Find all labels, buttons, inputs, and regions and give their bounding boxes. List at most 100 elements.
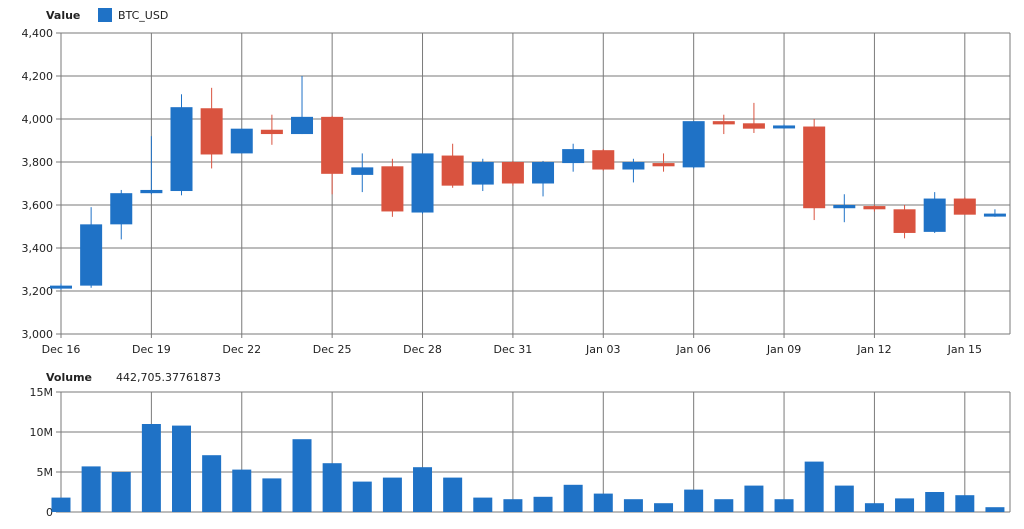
- candle: [742, 102, 765, 133]
- volume-bar: [382, 477, 402, 512]
- volume-bar: [533, 496, 553, 512]
- candle: [622, 158, 645, 183]
- price-y-tick-label: 3,400: [22, 242, 54, 255]
- candle-body: [351, 167, 374, 175]
- candle-body: [200, 108, 223, 155]
- volume-bars: [51, 424, 1005, 512]
- candle-body: [773, 125, 796, 129]
- price-y-tick-label: 4,000: [22, 113, 54, 126]
- price-x-tick-label: Dec 22: [222, 343, 261, 356]
- volume-bar: [202, 455, 222, 512]
- volume-bar: [443, 477, 463, 512]
- candle-body: [833, 205, 856, 209]
- candle-body: [712, 121, 735, 125]
- price-y-axis: 3,000 3,200 3,400 3,600 3,800 4,000 4,200 4,400: [22, 27, 61, 341]
- volume-bar: [232, 469, 252, 512]
- candle-body: [592, 150, 615, 170]
- price-x-tick-label: Dec 25: [313, 343, 352, 356]
- volume-bar: [955, 495, 975, 512]
- candle-body: [923, 198, 946, 232]
- price-legend-title: Value: [46, 9, 80, 22]
- volume-bar: [925, 492, 945, 512]
- volume-bar: [51, 497, 71, 512]
- candle: [260, 114, 283, 145]
- candle-body: [893, 209, 916, 233]
- candle: [682, 121, 705, 169]
- price-y-tick-label: 3,600: [22, 199, 54, 212]
- candle-body: [140, 189, 163, 194]
- candle-body: [562, 149, 585, 164]
- volume-bar: [262, 478, 282, 512]
- candle-body: [953, 198, 976, 215]
- candle-body: [441, 155, 464, 186]
- volume-y-tick-label: 0: [46, 506, 53, 519]
- candle: [381, 158, 404, 217]
- candle: [983, 209, 1006, 217]
- candle-body: [622, 162, 645, 170]
- volume-y-tick-label: 5M: [37, 466, 54, 479]
- candle: [50, 283, 72, 290]
- candle-body: [170, 107, 193, 192]
- candle: [351, 153, 374, 193]
- price-legend-swatch: [98, 8, 112, 22]
- candle: [532, 160, 555, 197]
- candle: [230, 128, 253, 154]
- candle-body: [291, 116, 314, 135]
- candle: [140, 136, 163, 195]
- volume-bar: [684, 489, 704, 512]
- price-x-tick-label: Dec 31: [494, 343, 533, 356]
- candle: [893, 205, 916, 239]
- volume-panel: Volume 442,705.37761873 0 5M 10M 15M: [30, 371, 1011, 519]
- candle: [110, 189, 133, 240]
- candle-body: [682, 121, 705, 168]
- volume-bar: [804, 461, 824, 512]
- volume-bar: [413, 467, 433, 512]
- price-candles: [50, 76, 1006, 290]
- candle: [923, 192, 946, 233]
- candle: [712, 114, 735, 135]
- volume-bar: [985, 507, 1005, 512]
- volume-bar: [774, 499, 794, 512]
- volume-bar: [654, 503, 674, 512]
- candle: [501, 160, 524, 186]
- candle: [80, 207, 103, 288]
- candle: [471, 158, 494, 192]
- candle-body: [742, 123, 765, 129]
- volume-bar: [141, 424, 161, 512]
- volume-bar: [834, 485, 854, 512]
- price-y-tick-label: 4,200: [22, 70, 54, 83]
- volume-bar: [503, 499, 523, 512]
- volume-legend-title: Volume: [46, 371, 92, 384]
- candle: [200, 87, 223, 169]
- candle-body: [50, 285, 72, 289]
- candle: [863, 205, 886, 212]
- volume-bar: [864, 503, 884, 512]
- candle: [652, 153, 675, 172]
- volume-y-tick-label: 15M: [30, 386, 54, 399]
- candle: [291, 76, 314, 135]
- price-x-tick-label: Dec 28: [403, 343, 442, 356]
- candle-body: [803, 126, 826, 209]
- volume-bar: [322, 463, 342, 512]
- candle-body: [260, 129, 283, 135]
- price-grid: [60, 32, 1011, 338]
- candle: [321, 115, 344, 195]
- candle-body: [381, 166, 404, 212]
- candle: [441, 143, 464, 188]
- price-x-tick-label: Jan 12: [856, 343, 891, 356]
- candle-body: [110, 193, 133, 225]
- volume-bar: [623, 499, 643, 512]
- volume-bar: [172, 425, 192, 512]
- candle-body: [863, 206, 886, 210]
- volume-bar: [895, 498, 915, 512]
- price-y-tick-label: 3,200: [22, 285, 54, 298]
- volume-legend-value: 442,705.37761873: [116, 371, 221, 384]
- candle-body: [501, 162, 524, 184]
- candle-body: [411, 153, 434, 213]
- price-x-tick-label: Dec 16: [42, 343, 81, 356]
- volume-y-axis: 0 5M 10M 15M: [30, 386, 61, 519]
- volume-bar: [473, 497, 493, 512]
- price-panel: Value BTC_USD 3,000 3,200 3,400 3,600 3,800 4…: [22, 8, 1011, 356]
